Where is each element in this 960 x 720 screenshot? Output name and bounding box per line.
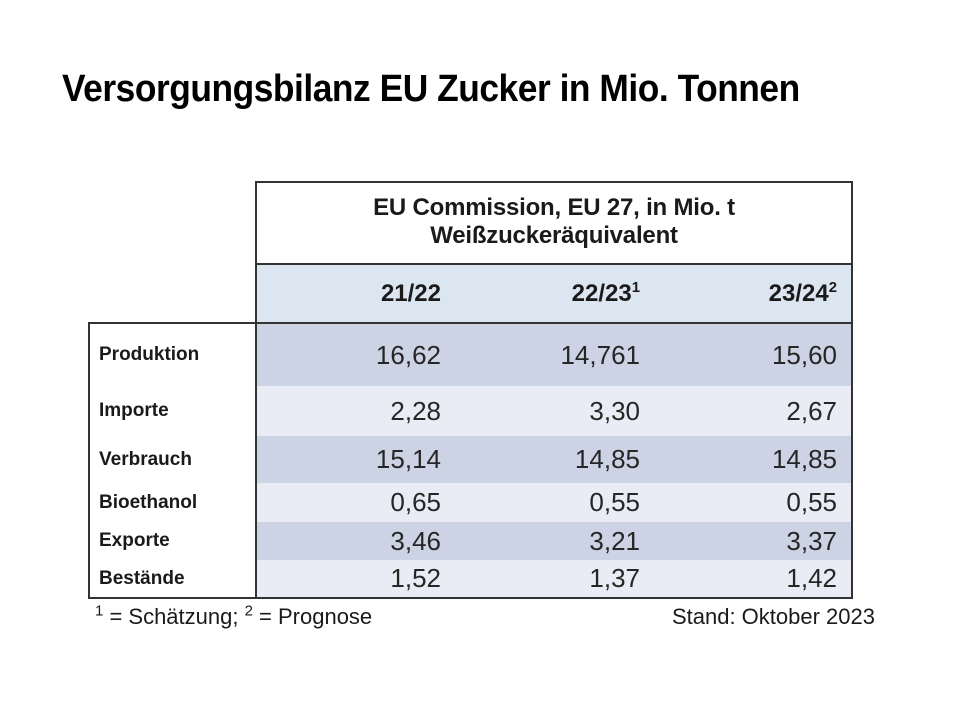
value-cell: 3,30	[455, 386, 654, 436]
table-header-row: EU Commission, EU 27, in Mio. t Weißzuck…	[89, 181, 854, 265]
value-cell: 14,85	[654, 436, 854, 483]
row-label: Bioethanol	[88, 483, 257, 522]
value-cell: 15,14	[256, 436, 455, 483]
value-cell: 3,37	[654, 522, 854, 560]
col-header-21-22: 21/22	[255, 263, 455, 324]
table-row-bestaende: Bestände 1,52 1,37 1,42	[88, 560, 854, 599]
row-label: Exporte	[88, 522, 257, 560]
value-cell: 3,21	[455, 522, 654, 560]
footnote-text-2: = Prognose	[252, 604, 373, 629]
value-cell: 3,46	[256, 522, 455, 560]
value-cell: 2,28	[256, 386, 455, 436]
value-cell: 2,67	[654, 386, 854, 436]
footnote-sup-1: 1	[95, 602, 104, 620]
blank-corner-cell	[89, 264, 256, 323]
table-row-exporte: Exporte 3,46 3,21 3,37	[88, 522, 854, 560]
supply-balance-table: EU Commission, EU 27, in Mio. t Weißzuck…	[88, 181, 854, 599]
col-header-22-23: 22/231	[455, 263, 654, 324]
page-title: Versorgungsbilanz EU Zucker in Mio. Tonn…	[62, 68, 800, 110]
footnote-text-1: = Schätzung;	[103, 604, 245, 629]
col-header-label: 23/24	[768, 279, 829, 307]
col-header-23-24: 23/242	[654, 263, 854, 324]
value-cell: 1,52	[256, 560, 455, 599]
table-row-bioethanol: Bioethanol 0,65 0,55 0,55	[88, 483, 854, 522]
table-header-cell: EU Commission, EU 27, in Mio. t Weißzuck…	[254, 181, 854, 265]
blank-corner-cell	[89, 182, 256, 264]
footnote: 1 = Schätzung; 2 = Prognose	[95, 604, 372, 630]
col-header-sup: 1	[631, 279, 640, 296]
col-header-label: 21/22	[380, 279, 441, 307]
year-header-row: 21/22 22/231 23/242	[89, 263, 854, 324]
value-cell: 0,65	[256, 483, 455, 522]
footnote-sup-2: 2	[244, 602, 253, 620]
value-cell: 0,55	[654, 483, 854, 522]
table-row-produktion: Produktion 16,62 14,761 15,60	[88, 322, 854, 386]
value-cell: 14,761	[455, 322, 654, 386]
row-label: Importe	[88, 386, 257, 436]
value-cell: 16,62	[256, 322, 455, 386]
col-header-sup: 2	[828, 279, 838, 296]
table-row-importe: Importe 2,28 3,30 2,67	[88, 386, 854, 436]
value-cell: 0,55	[455, 483, 654, 522]
table-row-verbrauch: Verbrauch 15,14 14,85 14,85	[88, 436, 854, 483]
row-label: Verbrauch	[88, 436, 257, 483]
value-cell: 1,42	[654, 560, 854, 599]
col-header-label: 22/23	[571, 279, 632, 307]
stand-date: Stand: Oktober 2023	[671, 604, 875, 629]
row-label: Bestände	[88, 560, 257, 599]
value-cell: 1,37	[455, 560, 654, 599]
footer: 1 = Schätzung; 2 = Prognose Stand: Oktob…	[95, 604, 875, 630]
value-cell: 14,85	[455, 436, 654, 483]
value-cell: 15,60	[654, 322, 854, 386]
row-label: Produktion	[88, 322, 257, 386]
